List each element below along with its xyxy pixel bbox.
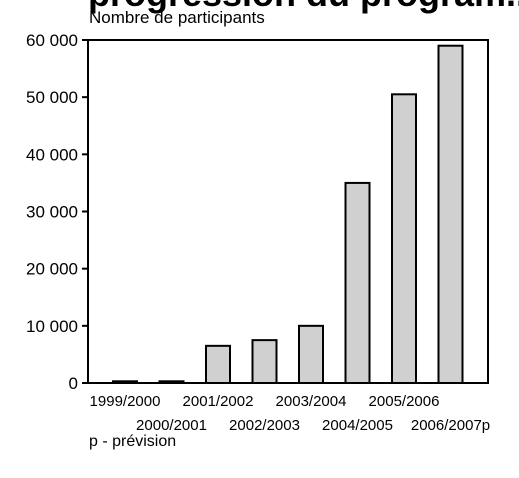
bar-2005/2006 bbox=[391, 93, 417, 385]
y-tick-label: 20 000 bbox=[26, 260, 78, 279]
x-tick-label: 2003/2004 bbox=[276, 393, 347, 410]
clipped-chart-title: progression du program... bbox=[88, 0, 519, 12]
bar-2000/2001 bbox=[158, 380, 185, 385]
x-tick-label: 2005/2006 bbox=[369, 393, 440, 410]
bar-1999/2000 bbox=[112, 380, 138, 385]
x-tick-label: 2000/2001 bbox=[136, 417, 207, 434]
x-tick-label: 2004/2005 bbox=[322, 417, 393, 434]
x-tick-label: 2001/2002 bbox=[183, 393, 254, 410]
plot-frame bbox=[87, 39, 489, 384]
y-axis-label: Nombre de participants bbox=[89, 8, 265, 27]
bar-2003/2004 bbox=[298, 324, 324, 385]
bar-2002/2003 bbox=[251, 339, 278, 384]
bar-2001/2002 bbox=[205, 344, 231, 385]
footnote: p - prévision bbox=[89, 433, 177, 450]
bar-2006/2007p bbox=[437, 44, 464, 384]
y-tick-label: 60 000 bbox=[26, 31, 78, 50]
y-tick-label: 40 000 bbox=[26, 145, 78, 164]
x-tick-label: 1999/2000 bbox=[90, 393, 161, 410]
y-tick-label: 10 000 bbox=[26, 317, 78, 336]
x-tick-label: 2006/2007p bbox=[411, 417, 490, 434]
y-tick-label: 50 000 bbox=[26, 88, 78, 107]
y-tick-label: 0 bbox=[69, 374, 78, 393]
bar-2004/2005 bbox=[344, 181, 371, 384]
x-tick-label: 2002/2003 bbox=[229, 417, 300, 434]
y-tick-label: 30 000 bbox=[26, 203, 78, 222]
